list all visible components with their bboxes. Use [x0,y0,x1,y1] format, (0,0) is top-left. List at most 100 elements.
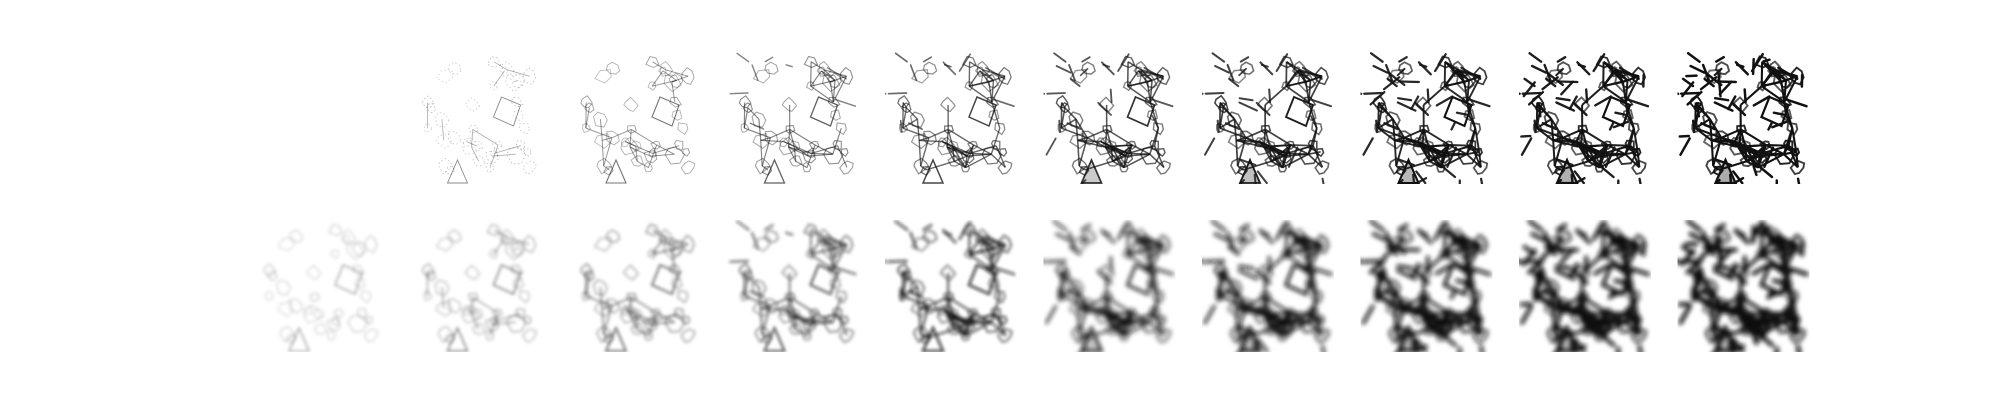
pattern-blob [489,81,498,91]
pattern-link [1422,85,1446,106]
pattern-link [1720,304,1736,312]
pattern-strand [1397,178,1404,184]
pattern-blob [682,148,691,157]
pattern-link [1100,308,1129,323]
pattern-link [1270,328,1284,337]
pattern-link [635,146,638,162]
panel-r2-c2 [421,223,537,352]
pattern-link [472,296,499,314]
pattern-link [1598,320,1627,338]
pattern-blob [360,290,372,304]
pattern-strand [1045,304,1058,325]
pattern-link [1607,144,1631,147]
pattern-strand [1618,66,1640,80]
pattern-strand [1203,137,1216,156]
pattern-link [1422,296,1450,315]
pattern-link [1470,145,1482,168]
pattern-link [601,140,605,167]
pattern-link [1599,153,1626,169]
pattern-link [611,296,632,307]
pattern-link [629,314,638,330]
pattern-link [1429,144,1450,163]
pattern-link [1285,248,1307,256]
pattern-link [1711,136,1722,142]
pattern-blob [1469,121,1482,136]
pattern-link [1395,165,1403,171]
pattern-blob [802,329,812,341]
pattern-strand [1592,53,1606,73]
pattern-link [1308,75,1323,103]
pattern-link [788,297,796,315]
pattern-blob [1157,315,1167,326]
pattern-link [925,328,955,339]
pattern-strand [1555,97,1571,102]
pattern-blob [584,270,595,282]
pattern-link [1422,297,1430,315]
pattern-blob [1152,289,1165,305]
pattern-strand [1638,177,1642,184]
pattern-blob [669,96,682,108]
pattern-link [603,165,610,171]
pattern-blob [680,328,696,343]
pattern-blob [1702,132,1721,150]
pattern-link [1281,320,1309,337]
pattern-strand [1369,52,1384,63]
pattern-blob [764,229,780,243]
pattern-strand [1069,78,1081,88]
pattern-strand [1414,344,1428,352]
pattern-link [1428,144,1450,148]
pattern-link [1084,160,1114,171]
pattern-strand [1573,177,1586,184]
pattern-link [1624,243,1641,271]
pattern-link [1403,304,1419,312]
panel-r1-c5 [885,52,1015,184]
pattern-blob [491,141,503,150]
pattern-link [634,314,639,330]
pattern-strand [1052,220,1068,232]
pattern-strand [1435,95,1454,107]
pattern-strand [764,224,774,231]
pattern-strand [1796,177,1801,184]
pattern-link [471,146,480,162]
pattern-strand [1751,57,1755,76]
pattern-blob [1291,66,1301,75]
pattern-link [758,119,762,141]
pattern-link [968,248,990,256]
pattern-strand [1678,134,1691,138]
pattern-link [1285,85,1310,103]
pattern-link [810,229,825,239]
pattern-link [1784,282,1794,297]
pattern-strand [1519,92,1521,95]
pattern-blob [505,314,527,333]
pattern-link [493,70,505,87]
pattern-link [652,229,667,239]
pattern-link [650,321,675,325]
pattern-link [1581,85,1604,106]
pattern-link [1106,296,1133,315]
pattern-strand [1678,304,1692,325]
pattern-link [1296,70,1323,78]
pattern-link [1766,143,1789,147]
pattern-blob [1059,102,1071,114]
pattern-blob [976,60,991,78]
pattern-blob [506,147,527,165]
pattern-strand [1109,88,1113,104]
pattern-strand [1617,233,1641,249]
pattern-strand [1238,325,1258,335]
pattern-strand [1730,344,1746,352]
pattern-strand [1259,61,1274,76]
pattern-link [585,275,591,297]
pattern-link [1263,146,1284,169]
pattern-strand [1045,137,1057,156]
pattern-blob [840,148,849,157]
pattern-link [1602,70,1615,87]
pattern-strand [1360,259,1363,264]
pattern-strand [1362,259,1384,264]
pattern-link [1104,146,1125,169]
pattern-blob [425,270,437,282]
pattern-blob [593,236,612,252]
pattern-blob [1283,140,1296,150]
pattern-strand [1436,329,1457,347]
pattern-blob [306,264,322,280]
pattern-strand [1100,228,1116,244]
